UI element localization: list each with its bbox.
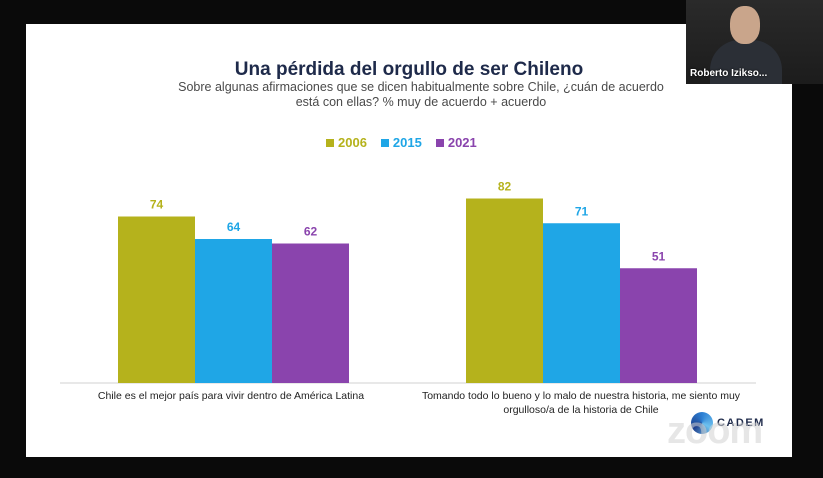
legend-label-2006: 2006 [338,135,367,150]
bar-2021-cat1 [272,243,349,383]
category-label-history-pride: Tomando todo lo bueno y lo malo de nuest… [421,390,741,416]
legend-swatch-2015 [380,138,389,147]
data-label-2006-cat1: 74 [150,198,164,212]
category-label-best-country: Chile es el mejor país para vivir dentro… [97,390,365,402]
slide-title: Una pérdida del orgullo de ser Chileno [234,59,584,80]
data-label-2015-cat2: 71 [575,204,589,218]
data-label-2021-cat2: 51 [652,249,666,263]
bar-2006-cat1 [118,216,195,383]
slide-subtitle: Sobre algunas afirmaciones que se dicen … [178,80,664,109]
legend-item-2021: 2021 [435,135,477,150]
participant-video-tile[interactable]: Roberto Iziksо... [686,0,823,84]
legend-item-2015: 2015 [380,135,422,150]
data-label-2021-cat1: 62 [304,225,318,239]
zoom-watermark: zoom [667,410,763,452]
legend-label-2015: 2015 [392,135,422,150]
data-label-2015-cat1: 64 [227,220,241,234]
legend-label-2021: 2021 [447,135,477,150]
bar-chart: 74 64 62 82 71 51 [60,180,756,384]
legend-swatch-2006 [326,138,334,147]
bar-2015-cat1 [195,239,272,383]
bar-2021-cat2 [620,268,697,383]
cadem-logo-text: CADEM [717,417,765,429]
legend-item-2006: 2006 [326,135,367,150]
participant-body [710,40,782,84]
data-label-2006-cat2: 82 [498,180,512,194]
bar-2015-cat2 [543,223,620,383]
chart-legend: 2006 2015 2021 [326,135,477,150]
cadem-logo-icon [691,412,713,434]
cadem-logo: CADEM [691,412,765,434]
bar-2006-cat2 [466,198,543,383]
participant-avatar [730,6,760,44]
shared-slide: Una pérdida del orgullo de ser Chileno S… [26,24,792,457]
legend-swatch-2021 [435,138,444,147]
participant-name: Roberto Iziksо... [690,68,768,79]
